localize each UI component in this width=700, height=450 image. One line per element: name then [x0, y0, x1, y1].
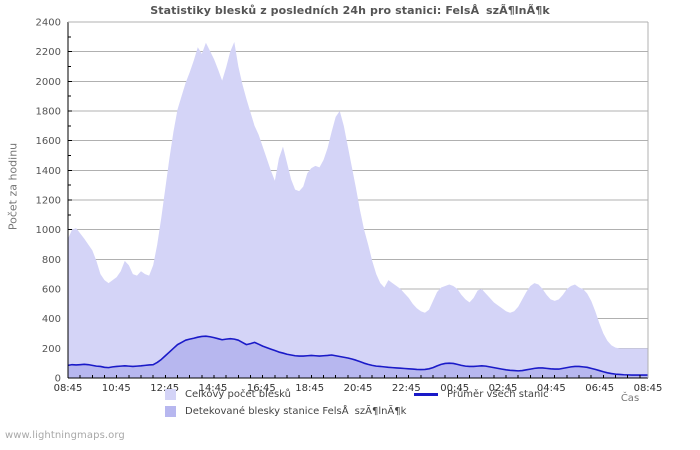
svg-text:14:45: 14:45: [199, 383, 228, 394]
svg-text:2400: 2400: [36, 18, 61, 29]
legend-label-total: Celkový počet blesků: [185, 389, 292, 400]
legend-item-average[interactable]: Průměr všech stanic: [414, 389, 549, 400]
svg-text:1800: 1800: [36, 107, 61, 118]
legend-item-total[interactable]: Celkový počet blesků: [165, 389, 291, 400]
legend-item-station[interactable]: Detekované blesky stanice FelsÅszÃ¶lnÃ¶…: [165, 406, 406, 417]
legend-swatch-station: [165, 406, 176, 417]
page-title: Statistiky blesků z posledních 24h pro s…: [150, 4, 550, 17]
legend-label-station: Detekované blesky stanice FelsÅszÃ¶lnÃ¶…: [185, 406, 407, 417]
svg-text:18:45: 18:45: [295, 383, 324, 394]
x-axis-label: Čas: [620, 393, 640, 404]
svg-text:1000: 1000: [36, 225, 61, 236]
svg-text:1600: 1600: [36, 136, 61, 147]
watermark: www.lightningmaps.org: [5, 430, 125, 441]
svg-text:400: 400: [42, 314, 61, 325]
svg-text:2200: 2200: [36, 47, 61, 58]
legend-swatch-total: [165, 389, 176, 400]
svg-text:04:45: 04:45: [537, 383, 566, 394]
chart-legend: Celkový počet blesků Průměr všech stanic…: [0, 389, 700, 429]
svg-text:20:45: 20:45: [344, 383, 373, 394]
svg-text:600: 600: [42, 285, 61, 296]
svg-text:2000: 2000: [36, 77, 61, 88]
svg-text:0: 0: [55, 374, 61, 385]
svg-text:02:45: 02:45: [489, 383, 518, 394]
svg-text:800: 800: [42, 255, 61, 266]
svg-text:10:45: 10:45: [102, 383, 131, 394]
svg-text:200: 200: [42, 344, 61, 355]
legend-swatch-average: [414, 393, 438, 396]
svg-text:1200: 1200: [36, 196, 61, 207]
svg-text:00:45: 00:45: [440, 383, 469, 394]
svg-text:06:45: 06:45: [585, 383, 614, 394]
svg-text:22:45: 22:45: [392, 383, 421, 394]
legend-label-average: Průměr všech stanic: [447, 389, 549, 400]
svg-text:1400: 1400: [36, 166, 61, 177]
svg-text:08:45: 08:45: [54, 383, 83, 394]
svg-text:08:45: 08:45: [634, 383, 663, 394]
svg-text:16:45: 16:45: [247, 383, 276, 394]
y-axis-label: Počet za hodinu: [6, 142, 20, 231]
svg-text:12:45: 12:45: [150, 383, 179, 394]
